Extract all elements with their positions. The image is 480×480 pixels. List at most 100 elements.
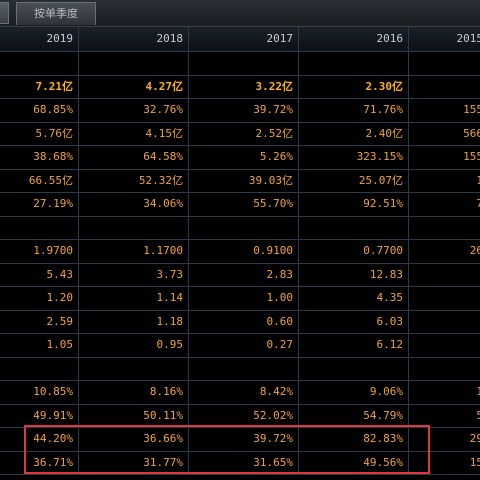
table-cell: 52.32亿 [78,169,188,192]
table-cell: 4.27亿 [78,75,188,98]
table-cell: 323.15% [298,146,408,169]
table-cell [408,334,480,357]
table-cell: 6.03 [298,310,408,333]
table-cell: 31.77% [78,451,188,474]
table-cell [188,216,298,239]
table-cell: 2.40亿 [298,122,408,145]
table-row[interactable]: 5.43 3.73 2.83 12.83 [0,263,480,287]
table-cell: 12.83 [298,263,408,286]
table-cell: 0.27 [188,334,298,357]
table-cell: 2.52亿 [188,122,298,145]
table-cell: 29 [408,428,480,451]
table-cell [298,216,408,239]
column-header-2018[interactable]: 2018 [78,27,188,51]
table-cell: 4.15亿 [78,122,188,145]
table-cell: 15 [408,451,480,474]
table-cell: 8.42% [188,381,298,404]
table-row[interactable]: 7.21亿 4.27亿 3.22亿 2.30亿 [0,75,480,99]
table-cell: 38.68% [33,150,73,163]
column-header-2016[interactable]: 2016 [298,27,408,51]
table-cell [0,217,78,240]
table-cell: 54.79% [298,404,408,427]
table-cell [408,216,480,239]
table-cell: 66.55亿 [28,173,73,187]
table-cell: 1.18 [78,310,188,333]
table-cell: 25.07亿 [298,169,408,192]
table-cell [78,52,188,75]
table-cell: 36.66% [78,428,188,451]
table-cell: 49.56% [298,451,408,474]
table-cell: 1.14 [78,287,188,310]
table-cell: 5.76亿 [35,126,74,140]
table-cell: 9.06% [298,381,408,404]
table-cell: 39.72% [188,428,298,451]
table-row[interactable] [0,216,480,240]
table-cell: 31.65% [188,451,298,474]
table-cell: 2.30亿 [298,75,408,98]
tab-previous[interactable] [0,2,9,24]
table-cell [408,287,480,310]
column-header-2019[interactable]: 2019 [46,32,74,45]
table-cell [408,357,480,380]
column-header-2017[interactable]: 2017 [188,27,298,51]
table-row[interactable]: 27.19% 34.06%55.70%92.51%7 [0,193,480,217]
table-cell: 0.9100 [188,240,298,263]
table-cell [188,52,298,75]
table-cell [408,75,480,98]
table-cell: 64.58% [78,146,188,169]
table-cell: 7.21亿 [35,79,74,93]
table-cell [298,357,408,380]
table-cell: 50.11% [78,404,188,427]
table-cell [0,52,78,75]
tab-by-single-quarter[interactable]: 按单季度 [16,2,96,25]
table-cell: 4.35 [298,287,408,310]
table-cell: 1 [408,169,480,192]
table-cell: 7 [408,193,480,216]
table-cell: 71.76% [298,99,408,122]
table-row[interactable]: 36.71% 31.77%31.65%49.56%15 [0,451,480,475]
table-cell: 39.72% [188,99,298,122]
table-row[interactable]: 68.85% 32.76%39.72%71.76%155 [0,99,480,123]
table-cell: 1.05 [46,338,74,351]
table-cell: 52.02% [188,404,298,427]
table-cell: 6.12 [298,334,408,357]
table-row[interactable]: 44.20% 36.66%39.72%82.83%29 [0,428,480,452]
table-cell [298,52,408,75]
table-cell: 49.91% [33,408,73,422]
table-cell: 3.73 [78,263,188,286]
table-cell: 82.83% [298,428,408,451]
table-cell: 39.03亿 [188,169,298,192]
table-cell: 92.51% [298,193,408,216]
table-cell: 1.20 [46,291,74,304]
table-body: 7.21亿 4.27亿 3.22亿 2.30亿 68.85% 32.76% 39.72% 71… [0,52,480,475]
table-row[interactable]: 38.68% 64.58%5.26%323.15%155 [0,146,480,170]
table-cell: 2.83 [188,263,298,286]
table-cell: 8.16% [78,381,188,404]
table-cell: 155 [408,99,480,122]
table-cell: 34.06% [78,193,188,216]
table-row[interactable] [0,52,480,76]
table-cell: 1 [408,381,480,404]
table-row[interactable]: 49.91% 50.11%52.02%54.79%5 [0,404,480,428]
column-header-2015[interactable]: 2015 [408,27,480,51]
table-cell [188,357,298,380]
table-row[interactable]: 2.59 1.18 0.60 6.03 [0,310,480,334]
table-cell: 566 [408,122,480,145]
table-row[interactable]: 1.20 1.14 1.00 4.35 [0,287,480,311]
table-cell [408,52,480,75]
table-cell: 36.71% [33,455,73,469]
table-row[interactable]: 1.05 0.95 0.27 6.12 [0,334,480,358]
table-cell: 32.76% [78,99,188,122]
table-row[interactable]: 10.85% 8.16%8.42%9.06%1 [0,381,480,405]
table-cell [0,358,78,381]
table-cell: 3.22亿 [188,75,298,98]
table-cell: 44.20% [33,432,73,445]
table-cell: 155 [408,146,480,169]
table-row[interactable] [0,357,480,381]
table-cell: 5 [408,404,480,427]
table-cell: 68.85% [33,103,73,116]
